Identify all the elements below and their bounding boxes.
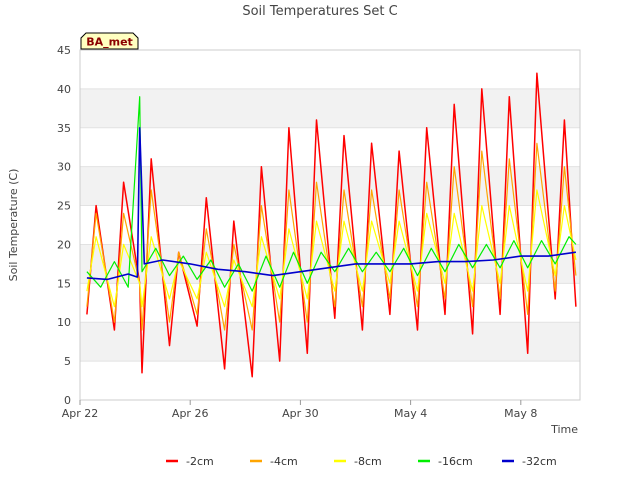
chart-title: Soil Temperatures Set C	[242, 4, 397, 19]
plot-area	[79, 49, 581, 401]
legend: -2cm -4cm -8cm -16cm -32cm	[166, 455, 557, 468]
station-badge-label: BA_met	[86, 36, 133, 49]
legend-label: -2cm	[186, 455, 214, 468]
x-tick-label: Apr 26	[172, 407, 209, 420]
x-axis: Apr 22 Apr 26 Apr 30 May 4 May 8	[62, 400, 537, 420]
series-line-32cmcm	[86, 127, 577, 281]
y-axis: 0 5 10 15 20 25 30 35 40 45	[57, 44, 71, 407]
y-tick-label: 40	[57, 83, 71, 96]
y-tick-label: 30	[57, 161, 71, 174]
x-tick-label: Apr 30	[282, 407, 319, 420]
y-axis-title: Soil Temperature (C)	[7, 169, 20, 282]
series-line-8cmcm	[86, 189, 577, 308]
grid-band	[80, 88, 580, 128]
y-tick-label: 35	[57, 122, 71, 135]
legend-label: -32cm	[522, 455, 557, 468]
grid-band	[80, 166, 580, 206]
x-tick-label: Apr 22	[62, 407, 99, 420]
y-tick-label: 5	[64, 355, 71, 368]
station-badge: BA_met	[80, 32, 139, 50]
legend-label: -8cm	[354, 455, 382, 468]
y-tick-label: 10	[57, 316, 71, 329]
grid-band	[80, 322, 580, 362]
station-badge-box	[80, 32, 139, 50]
series-line-4cmcm	[86, 142, 577, 331]
grid-bands	[80, 49, 580, 401]
y-tick-label: 0	[64, 394, 71, 407]
x-axis-title: Time	[550, 423, 578, 436]
y-tick-label: 15	[57, 277, 71, 290]
x-tick-label: May 8	[504, 407, 537, 420]
legend-label: -16cm	[438, 455, 473, 468]
legend-label: -4cm	[270, 455, 298, 468]
y-tick-label: 20	[57, 238, 71, 251]
x-tick-label: May 4	[394, 407, 427, 420]
series-line-16cmcm	[86, 96, 577, 292]
y-tick-label: 45	[57, 44, 71, 57]
series-layer	[86, 72, 577, 378]
y-tick-label: 25	[57, 200, 71, 213]
